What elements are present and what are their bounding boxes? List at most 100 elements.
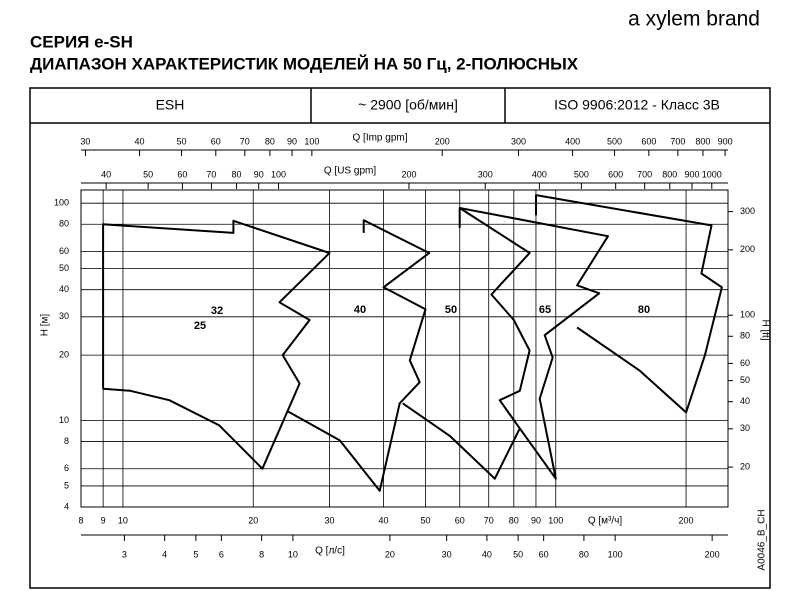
y-tick-label: 50 [59, 263, 69, 273]
size-label: 40 [354, 304, 366, 316]
secondary-tick-label: 5 [193, 549, 198, 559]
y-tick-label: 4 [64, 501, 69, 511]
y-tick-label: 8 [64, 436, 69, 446]
secondary-axis-label: Q [л/с] [315, 546, 345, 557]
y-tick-label: 5 [64, 480, 69, 490]
size-label: 50 [445, 304, 457, 316]
secondary-tick-label: 400 [565, 136, 580, 146]
secondary-tick-label: 3 [122, 549, 127, 559]
y-tick-label: 20 [59, 349, 69, 359]
secondary-tick-label: 6 [219, 549, 224, 559]
y2-tick-label: 300 [740, 206, 755, 216]
envelope-curve [286, 219, 431, 492]
size-label: 32 [211, 305, 223, 317]
envelope-curve [102, 219, 331, 470]
y-tick-label: 40 [59, 284, 69, 294]
secondary-tick-label: 800 [695, 136, 710, 146]
y2-axis-label: H [ft] [759, 319, 770, 340]
x-tick-label: 200 [679, 515, 694, 525]
secondary-tick-label: 40 [482, 549, 492, 559]
y-tick-label: 6 [64, 463, 69, 473]
x-tick-label: 20 [248, 515, 258, 525]
secondary-tick-label: 200 [435, 136, 450, 146]
secondary-tick-label: 200 [705, 549, 720, 559]
x-tick-label: 60 [455, 515, 465, 525]
secondary-tick-label: 20 [385, 549, 395, 559]
envelope-curve [402, 207, 531, 480]
secondary-tick-label: 600 [641, 136, 656, 146]
secondary-axis-label: Q [US gpm] [324, 166, 376, 177]
header-cell: ISO 9906:2012 - Класс 3B [554, 97, 720, 113]
secondary-tick-label: 4 [162, 549, 167, 559]
x-tick-label: 40 [379, 515, 389, 525]
y2-tick-label: 100 [740, 310, 755, 320]
frame [29, 87, 771, 589]
secondary-tick-label: 600 [608, 169, 623, 179]
secondary-tick-label: 100 [304, 136, 319, 146]
x-tick-label: 10 [118, 515, 128, 525]
secondary-tick-label: 60 [211, 136, 221, 146]
brand: a xylem brand [628, 8, 760, 31]
secondary-tick-label: 30 [442, 549, 452, 559]
secondary-tick-label: 50 [513, 549, 523, 559]
x-axis-label: Q [м³/ч] [588, 516, 623, 527]
x-tick-label: 70 [484, 515, 494, 525]
size-label: 80 [638, 304, 650, 316]
x-tick-label: 80 [509, 515, 519, 525]
secondary-tick-label: 1000 [702, 169, 722, 179]
secondary-tick-label: 700 [637, 169, 652, 179]
code: A0046_B_CH [757, 509, 768, 570]
x-tick-label: 30 [324, 515, 334, 525]
envelope-curve [535, 194, 723, 414]
y-tick-label: 60 [59, 246, 69, 256]
secondary-tick-label: 10 [288, 549, 298, 559]
secondary-tick-label: 50 [177, 136, 187, 146]
secondary-tick-label: 500 [607, 136, 622, 146]
secondary-tick-label: 90 [287, 136, 297, 146]
secondary-tick-label: 90 [254, 169, 264, 179]
envelope-curve [459, 207, 609, 480]
x-tick-label: 9 [101, 515, 106, 525]
secondary-tick-label: 50 [143, 169, 153, 179]
y-tick-label: 30 [59, 311, 69, 321]
secondary-tick-label: 40 [135, 136, 145, 146]
secondary-tick-label: 100 [271, 169, 286, 179]
secondary-tick-label: 800 [662, 169, 677, 179]
secondary-tick-label: 30 [80, 136, 90, 146]
subtitle: ДИАПАЗОН ХАРАКТЕРИСТИК МОДЕЛЕЙ НА 50 Гц,… [30, 54, 579, 73]
secondary-tick-label: 80 [265, 136, 275, 146]
y-tick-label: 100 [54, 198, 69, 208]
header-cell: ~ 2900 [об/мин] [358, 97, 458, 113]
y2-tick-label: 60 [740, 358, 750, 368]
secondary-tick-label: 300 [511, 136, 526, 146]
y2-tick-label: 40 [740, 396, 750, 406]
header-cell: ESH [156, 97, 185, 113]
y2-tick-label: 80 [740, 331, 750, 341]
secondary-tick-label: 300 [478, 169, 493, 179]
secondary-tick-label: 70 [206, 169, 216, 179]
secondary-tick-label: 60 [177, 169, 187, 179]
x-tick-label: 90 [531, 515, 541, 525]
secondary-tick-label: 700 [670, 136, 685, 146]
secondary-tick-label: 400 [532, 169, 547, 179]
x-tick-label: 100 [548, 515, 563, 525]
secondary-axis-label: Q [Imp gpm] [352, 133, 407, 144]
secondary-tick-label: 200 [401, 169, 416, 179]
secondary-tick-label: 80 [579, 549, 589, 559]
y-tick-label: 10 [59, 415, 69, 425]
title: СЕРИЯ e-SH [30, 32, 133, 51]
y-tick-label: 80 [59, 219, 69, 229]
secondary-tick-label: 40 [101, 169, 111, 179]
y-axis-label: H [м] [40, 314, 51, 337]
secondary-tick-label: 8 [259, 549, 264, 559]
secondary-tick-label: 60 [539, 549, 549, 559]
x-tick-label: 8 [78, 515, 83, 525]
secondary-tick-label: 900 [718, 136, 733, 146]
secondary-tick-label: 80 [232, 169, 242, 179]
y2-tick-label: 50 [740, 375, 750, 385]
secondary-tick-label: 100 [608, 549, 623, 559]
secondary-tick-label: 70 [240, 136, 250, 146]
secondary-tick-label: 900 [684, 169, 699, 179]
y2-tick-label: 200 [740, 244, 755, 254]
